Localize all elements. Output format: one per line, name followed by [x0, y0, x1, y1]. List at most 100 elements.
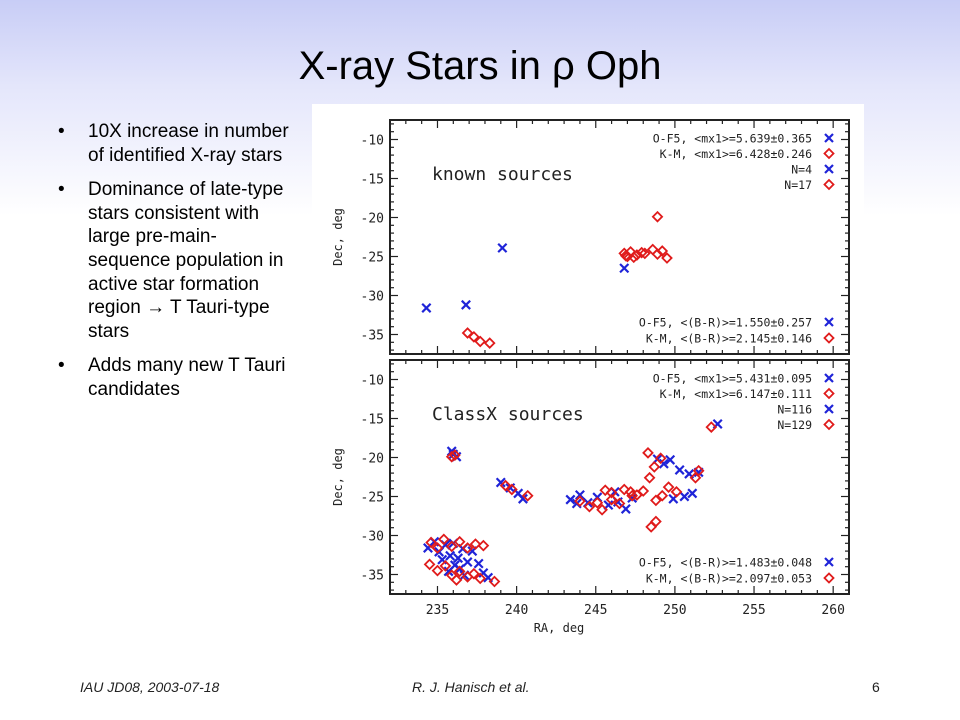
data-point-cross	[421, 303, 432, 313]
bullet-text: Dominance of late-type stars consistent …	[88, 179, 284, 342]
data-point-cross-stroke	[478, 567, 489, 578]
data-point-diamond	[574, 495, 586, 508]
bullet-text: 10X increase in number of identified X-r…	[88, 121, 289, 166]
data-point-cross-stroke	[620, 504, 631, 514]
y-tick-label: -15	[361, 413, 384, 428]
x-tick-label: 255	[742, 603, 765, 618]
legend-marker-stroke	[824, 404, 834, 414]
legend-text: N=129	[777, 418, 812, 432]
x-tick-label: 235	[426, 603, 449, 618]
data-point-cross	[495, 477, 506, 488]
data-point-cross-stroke	[453, 553, 464, 564]
y-tick-label: -25	[361, 251, 384, 266]
data-point-cross-stroke	[462, 557, 473, 567]
legend-text: O-F5, <mx1>=5.431±0.095	[653, 372, 812, 386]
legend-text: N=17	[784, 178, 812, 192]
data-point-cross-stroke	[679, 491, 690, 502]
data-point-diamond	[521, 489, 534, 502]
data-point-diamond	[431, 564, 444, 577]
x-tick-label: 260	[821, 603, 844, 618]
data-point-diamond	[599, 484, 612, 497]
data-point-cross-stroke	[665, 454, 676, 465]
data-point-diamond	[437, 533, 450, 546]
data-point-diamond	[650, 515, 662, 528]
series-o-f5	[421, 242, 630, 313]
legend-marker	[823, 418, 835, 431]
data-point-diamond	[670, 485, 683, 498]
data-point-cross	[517, 493, 528, 504]
scatter-panel: -10 -15 -20 -25 -30 -35 Dec, deg known sources O…	[331, 119, 850, 355]
data-point-cross-stroke	[443, 566, 454, 577]
data-point-diamond	[596, 503, 608, 516]
data-point-cross-stroke	[497, 242, 508, 253]
legend-text: N=116	[777, 403, 812, 417]
scatter-panel: -10 -15 -20 -25 -30 -35 235 240 245 250 255 260 RA, …	[331, 359, 850, 635]
data-point-cross	[665, 454, 676, 465]
legend-marker-stroke	[824, 133, 834, 143]
series-k-m	[461, 210, 673, 349]
bullet-item: • 10X increase in number of identified X-…	[48, 120, 298, 167]
data-point-diamond	[469, 538, 482, 550]
slide-title: X-ray Stars in ρ Oph	[298, 44, 662, 88]
data-point-cross-stroke	[517, 493, 528, 504]
data-point-diamond	[431, 542, 444, 554]
data-point-cross	[574, 489, 585, 500]
x-tick-label: 250	[663, 603, 686, 618]
data-point-cross	[674, 465, 685, 475]
data-point-diamond	[651, 248, 664, 261]
data-point-diamond	[613, 497, 626, 510]
y-tick-label: -10	[361, 374, 384, 389]
data-point-diamond	[423, 558, 436, 571]
data-point-diamond	[483, 337, 496, 349]
panel-label: ClassX sources	[432, 404, 584, 425]
data-point-cross-stroke	[619, 263, 630, 274]
footer-page-number: 6	[872, 679, 880, 695]
data-point-diamond	[656, 489, 669, 502]
data-point-cross-stroke	[421, 303, 432, 313]
legend-text: K-M, <mx1>=6.147±0.111	[660, 387, 812, 401]
data-point-cross-stroke	[627, 493, 638, 504]
data-point-cross-stroke	[674, 465, 685, 475]
data-point-cross	[473, 558, 484, 569]
data-point-cross-stroke	[437, 554, 448, 565]
data-point-cross-stroke	[445, 550, 456, 561]
data-point-diamond	[654, 452, 667, 465]
bullet-marker: •	[58, 355, 65, 377]
data-point-diamond	[477, 539, 490, 552]
data-point-cross-stroke	[687, 488, 698, 499]
bullet-list: • 10X increase in number of identified X-…	[48, 120, 298, 413]
legend-marker	[824, 404, 834, 414]
data-point-diamond	[626, 489, 639, 502]
data-point-diamond	[474, 335, 487, 348]
y-tick-label: -15	[361, 173, 384, 188]
scatter-figure-svg: -10 -15 -20 -25 -30 -35 Dec, deg known sources O…	[331, 119, 850, 635]
y-tick-label: -35	[361, 329, 384, 344]
data-point-cross-stroke	[658, 458, 669, 469]
data-point-diamond	[445, 450, 458, 463]
data-point-diamond	[445, 540, 458, 553]
x-axis-label: RA, deg	[534, 621, 585, 635]
data-point-diamond	[635, 246, 648, 259]
data-point-diamond	[488, 575, 501, 588]
plot-frame	[389, 359, 850, 595]
data-point-cross	[445, 550, 456, 561]
data-point-diamond	[638, 247, 651, 260]
legend-text: K-M, <(B-R)>=2.145±0.146	[646, 332, 812, 346]
data-point-diamond	[461, 327, 474, 339]
data-point-diamond	[583, 500, 596, 513]
x-tick-label: 240	[505, 603, 528, 618]
data-point-diamond	[450, 574, 463, 586]
data-point-diamond	[618, 483, 631, 496]
data-point-diamond	[661, 252, 673, 264]
y-axis-label: Dec, deg	[331, 208, 345, 266]
data-point-diamond	[449, 449, 461, 462]
scatter-figure: -10 -15 -20 -25 -30 -35 Dec, deg known sources O…	[312, 104, 864, 650]
y-tick-label: -20	[361, 212, 384, 227]
legend-marker	[824, 133, 834, 143]
plot-frame	[389, 119, 850, 355]
data-point-diamond	[505, 483, 518, 496]
data-point-cross-stroke	[684, 468, 695, 479]
data-point-diamond	[637, 485, 650, 497]
data-point-cross-stroke	[454, 564, 465, 575]
data-point-diamond	[624, 485, 637, 498]
